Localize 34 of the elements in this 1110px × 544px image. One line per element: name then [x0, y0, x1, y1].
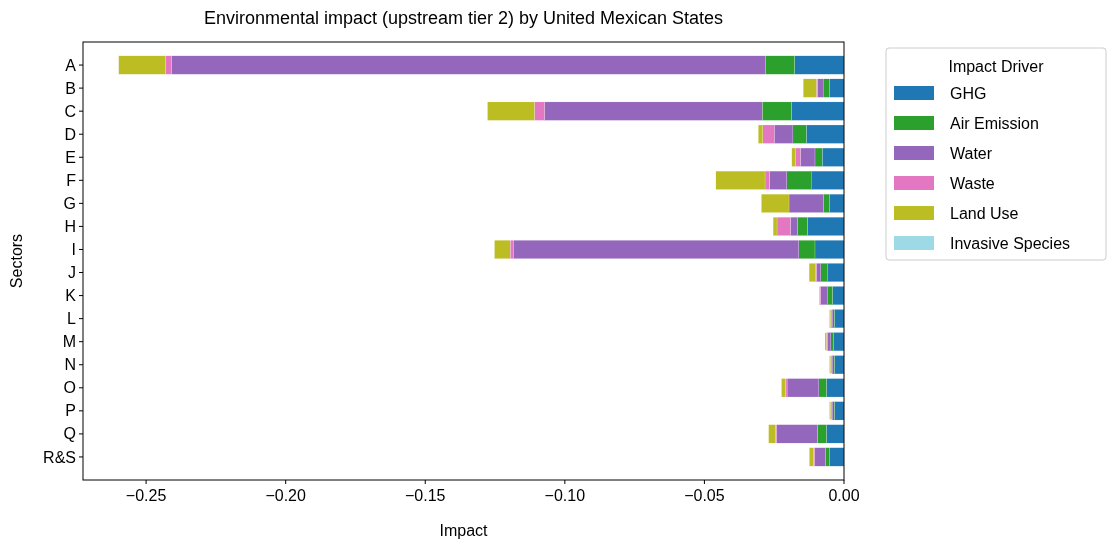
y-tick-label: D — [64, 125, 76, 143]
y-tick-label: I — [71, 241, 76, 259]
y-tick-label: M — [62, 333, 76, 351]
y-tick-label: G — [63, 194, 76, 212]
y-tick-label: N — [64, 356, 76, 374]
y-tick-label: K — [65, 287, 77, 305]
x-tick-label: 0.00 — [828, 487, 860, 504]
x-axis-title: Impact — [439, 522, 489, 539]
chart-title: Environmental impact (upstream tier 2) by United Mexican States — [203, 8, 724, 28]
y-tick-label: P — [65, 402, 76, 420]
y-tick-label: J — [68, 264, 76, 282]
legend-label: Land Use — [950, 204, 1019, 222]
x-tick-label: −0.15 — [405, 487, 446, 504]
x-tick-label: −0.20 — [265, 487, 307, 504]
y-tick-label: R&S — [43, 448, 76, 466]
y-axis-title: Sectors — [8, 233, 25, 289]
legend-title: Impact Driver — [948, 58, 1045, 75]
x-tick-label: −0.25 — [125, 487, 167, 504]
y-tick-label: F — [66, 171, 77, 189]
y-tick-label: C — [64, 102, 76, 120]
y-tick-label: L — [67, 310, 77, 328]
legend-label: GHG — [950, 84, 987, 102]
y-tick-label: Q — [63, 425, 76, 443]
y-tick-label: A — [65, 56, 77, 74]
legend-label: Waste — [950, 174, 995, 192]
legend-label: Invasive Species — [950, 234, 1071, 252]
x-tick-label: −0.10 — [544, 487, 586, 504]
legend-label: Air Emission — [950, 114, 1039, 132]
y-tick-label: H — [64, 218, 76, 236]
y-tick-label: O — [63, 379, 76, 397]
y-tick-label: B — [65, 79, 76, 97]
x-tick-label: −0.05 — [684, 487, 725, 504]
legend-label: Water — [950, 144, 993, 162]
y-tick-label: E — [65, 148, 76, 166]
